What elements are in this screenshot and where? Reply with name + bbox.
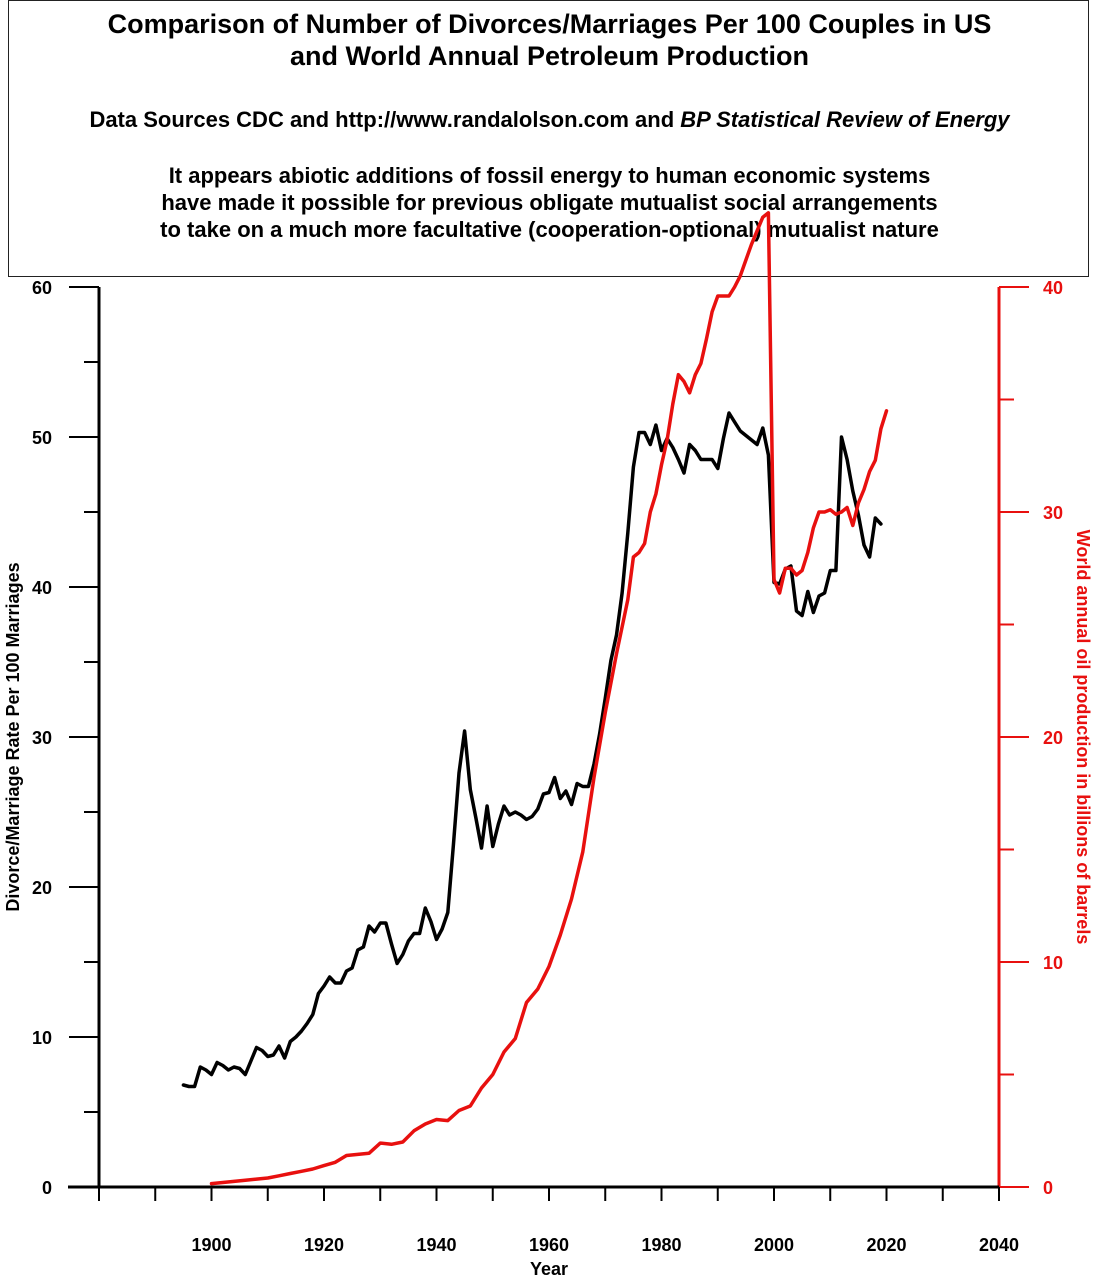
chart-header-box: Comparison of Number of Divorces/Marriag…	[8, 0, 1089, 277]
left-y-tick-label: 10	[32, 1028, 52, 1048]
left-y-tick-label: 30	[32, 728, 52, 748]
right-y-axis-label: World annual oil production in billions …	[1073, 530, 1093, 945]
left-y-tick-label: 20	[32, 878, 52, 898]
note-line-3: to take on a much more facultative (coop…	[160, 217, 939, 242]
note-line-1: It appears abiotic additions of fossil e…	[168, 163, 931, 188]
right-y-tick-label: 20	[1043, 728, 1063, 748]
left-y-tick-label: 50	[32, 428, 52, 448]
chart-series-layer	[181, 211, 889, 1186]
left-y-tick-label: 0	[42, 1178, 52, 1198]
right-y-tick-label: 0	[1043, 1178, 1053, 1198]
x-tick-label: 1920	[304, 1235, 344, 1255]
left-y-tick-label: 40	[32, 578, 52, 598]
left-y-tick-label: 60	[32, 278, 52, 298]
x-tick-label: 1960	[529, 1235, 569, 1255]
right-y-tick-label: 10	[1043, 953, 1063, 973]
note-line-2: have made it possible for previous oblig…	[161, 190, 938, 215]
right-y-tick-label: 40	[1043, 278, 1063, 298]
data-sources-italic: BP Statistical Review of Energy	[680, 107, 1010, 132]
x-tick-label: 1900	[191, 1235, 231, 1255]
chart-title-line-1: Comparison of Number of Divorces/Marriag…	[107, 9, 992, 39]
chart-axes: 0 10 20 30 40 50 60 0 10 20 30 40 1900 1920 1940 1960 19…	[32, 278, 1063, 1255]
data-sources-prefix: Data Sources CDC and http://www.randalol…	[89, 107, 681, 132]
oil-production-series-line	[209, 211, 889, 1186]
right-y-tick-label: 30	[1043, 503, 1063, 523]
chart-title-line-2: and World Annual Petroleum Production	[289, 41, 809, 71]
x-tick-label: 1940	[416, 1235, 456, 1255]
data-sources-line: Data Sources CDC and http://www.randalol…	[9, 107, 1090, 133]
x-tick-label: 2020	[866, 1235, 906, 1255]
left-y-axis-label: Divorce/Marriage Rate Per 100 Marriages	[3, 562, 23, 911]
x-axis-label: Year	[530, 1259, 568, 1279]
x-tick-label: 2000	[754, 1235, 794, 1255]
x-tick-label: 2040	[979, 1235, 1019, 1255]
x-tick-label: 1980	[641, 1235, 681, 1255]
divorce-rate-series-line	[181, 411, 883, 1089]
